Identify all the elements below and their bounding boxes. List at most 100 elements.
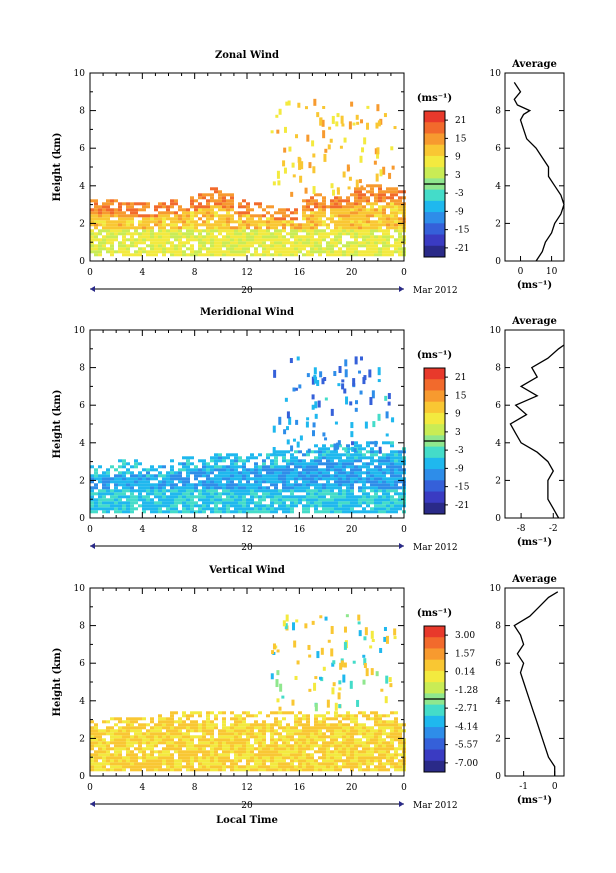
upper-patches bbox=[272, 356, 395, 455]
heatmap-cell bbox=[254, 768, 258, 772]
heatmap-cell bbox=[182, 480, 186, 484]
heatmap-cell bbox=[282, 244, 286, 248]
heatmap-cell bbox=[194, 220, 198, 224]
heatmap-cell bbox=[190, 247, 194, 251]
heatmap-cell bbox=[290, 459, 294, 463]
heatmap-cell bbox=[214, 459, 218, 463]
heatmap-cell bbox=[382, 723, 386, 727]
heatmap-cell bbox=[358, 768, 362, 772]
heatmap-cell bbox=[302, 471, 306, 475]
heatmap-cell bbox=[186, 747, 190, 751]
heatmap-cell bbox=[250, 471, 254, 475]
heatmap-cell bbox=[382, 459, 386, 463]
heatmap-cell bbox=[190, 714, 194, 718]
heatmap-cell bbox=[338, 235, 342, 239]
heatmap-cell bbox=[262, 241, 266, 245]
y-tick-label: 10 bbox=[74, 69, 86, 79]
heatmap-cell bbox=[370, 205, 374, 209]
heatmap-cell bbox=[142, 753, 146, 757]
heatmap-cell bbox=[326, 723, 330, 727]
heatmap-cell bbox=[334, 235, 338, 239]
heatmap-cell bbox=[344, 369, 348, 378]
heatmap-cell bbox=[350, 504, 354, 508]
heatmap-cell bbox=[322, 471, 326, 475]
heatmap-cell bbox=[210, 495, 214, 499]
heatmap-cell bbox=[122, 729, 126, 733]
heatmap-cell bbox=[334, 468, 338, 472]
heatmap-cell bbox=[134, 480, 138, 484]
heatmap-cell bbox=[330, 220, 334, 224]
heatmap-cell bbox=[394, 732, 398, 736]
heatmap-cell bbox=[294, 483, 298, 487]
heatmap-cell bbox=[246, 714, 250, 718]
heatmap-cell bbox=[286, 495, 290, 499]
heatmap-cell bbox=[338, 486, 342, 490]
heatmap-cell bbox=[174, 229, 178, 233]
heatmap-cell bbox=[170, 199, 174, 203]
heatmap-cell bbox=[330, 768, 334, 772]
heatmap-cell bbox=[374, 507, 378, 511]
heatmap-cell bbox=[194, 226, 198, 230]
average-title: Average bbox=[511, 574, 557, 585]
heatmap-cell bbox=[186, 723, 190, 727]
heatmap-cell bbox=[114, 756, 118, 760]
heatmap-cell bbox=[218, 193, 222, 197]
heatmap-cell bbox=[158, 226, 162, 230]
heatmap-cell bbox=[358, 501, 362, 505]
heatmap-cell bbox=[238, 723, 242, 727]
heatmap-cell bbox=[94, 220, 98, 224]
heatmap-cell bbox=[166, 723, 170, 727]
heatmap-cell bbox=[302, 247, 306, 251]
heatmap-cell bbox=[310, 741, 314, 745]
heatmap-cell bbox=[322, 444, 326, 448]
heatmap-cell bbox=[366, 726, 370, 730]
heatmap-cell bbox=[198, 741, 202, 745]
heatmap-cell bbox=[202, 471, 206, 475]
heatmap-cell bbox=[278, 453, 282, 457]
heatmap-cell bbox=[134, 735, 138, 739]
heatmap-cell bbox=[126, 247, 130, 251]
heatmap-cell bbox=[154, 492, 158, 496]
heatmap-cell bbox=[318, 235, 322, 239]
heatmap-cell bbox=[386, 732, 390, 736]
heatmap-cell bbox=[142, 205, 146, 209]
heatmap-cell bbox=[286, 750, 290, 754]
heatmap-cell bbox=[142, 504, 146, 508]
heatmap-cell bbox=[388, 677, 392, 683]
heatmap-cell bbox=[274, 723, 278, 727]
heatmap-cell bbox=[162, 480, 166, 484]
heatmap-cell bbox=[190, 250, 194, 254]
heatmap-cell bbox=[282, 471, 286, 475]
heatmap-cell bbox=[386, 226, 390, 230]
heatmap-cell bbox=[290, 483, 294, 487]
heatmap-cell bbox=[250, 453, 254, 457]
heatmap-cell bbox=[305, 421, 309, 428]
heatmap-cell bbox=[126, 510, 130, 514]
heatmap-cell bbox=[290, 738, 294, 742]
heatmap-cell bbox=[292, 622, 296, 631]
heatmap-cell bbox=[350, 732, 354, 736]
heatmap-cell bbox=[102, 765, 106, 769]
heatmap-cell bbox=[314, 735, 318, 739]
heatmap-cell bbox=[283, 167, 287, 174]
heatmap-cell bbox=[326, 750, 330, 754]
heatmap-cell bbox=[122, 744, 126, 748]
heatmap-cell bbox=[190, 492, 194, 496]
average-y-tick-label: 10 bbox=[490, 326, 502, 336]
heatmap-cell bbox=[370, 462, 374, 466]
heatmap-cell bbox=[234, 453, 238, 457]
heatmap-cell bbox=[386, 735, 390, 739]
heatmap-cell bbox=[350, 193, 354, 197]
heatmap-cell bbox=[134, 756, 138, 760]
heatmap-cell bbox=[382, 244, 386, 248]
heatmap-cell bbox=[334, 220, 338, 224]
heatmap-cell bbox=[110, 747, 114, 751]
heatmap-cell bbox=[350, 747, 354, 751]
heatmap-cell bbox=[370, 202, 374, 206]
heatmap-cell bbox=[386, 723, 390, 727]
heatmap-cell bbox=[354, 441, 358, 445]
heatmap-cell bbox=[274, 720, 278, 724]
y-tick-label: 6 bbox=[79, 659, 85, 669]
heatmap-cell bbox=[382, 741, 386, 745]
heatmap-cell bbox=[226, 238, 230, 242]
